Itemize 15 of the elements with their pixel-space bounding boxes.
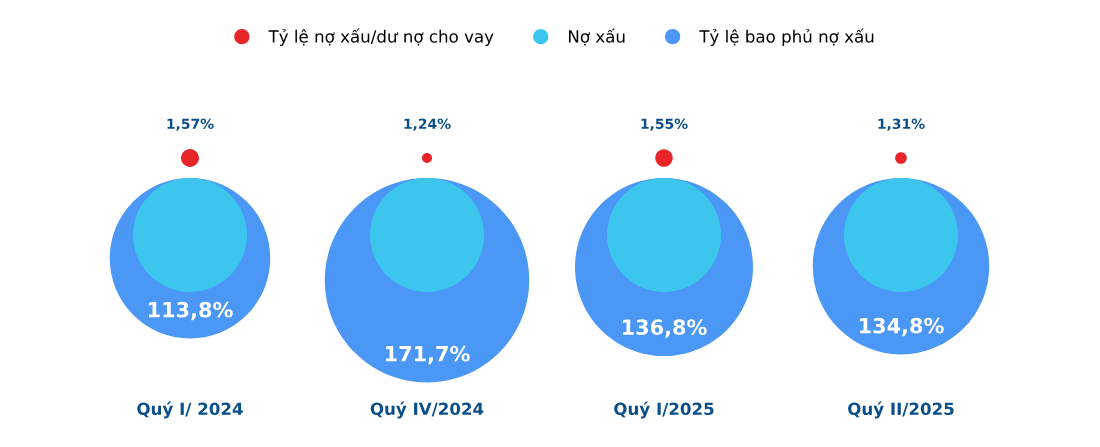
data-label: 1,24% bbox=[404, 118, 451, 131]
legend-label: Tỷ lệ bao phủ nợ xấu bbox=[699, 28, 874, 46]
data-label: 134,8% bbox=[859, 317, 944, 337]
category-label: Quý I/ 2024 bbox=[137, 401, 243, 419]
data-label: 1,57% bbox=[167, 118, 214, 131]
data-label: 136,8% bbox=[622, 319, 707, 338]
data-label: 171,7% bbox=[385, 345, 470, 365]
legend-label: Tỷ lệ nợ xấu/dư nợ cho vay bbox=[268, 28, 494, 46]
category-label: Quý II/2025 bbox=[848, 401, 954, 419]
legend-label: Nợ xấu bbox=[568, 28, 625, 46]
data-label: 1,31% bbox=[878, 118, 925, 131]
data-label: 113,8% bbox=[148, 301, 233, 321]
data-label: 1,55% bbox=[641, 118, 688, 131]
category-label: Quý I/2025 bbox=[614, 401, 714, 419]
category-label: Quý IV/2024 bbox=[370, 401, 484, 419]
